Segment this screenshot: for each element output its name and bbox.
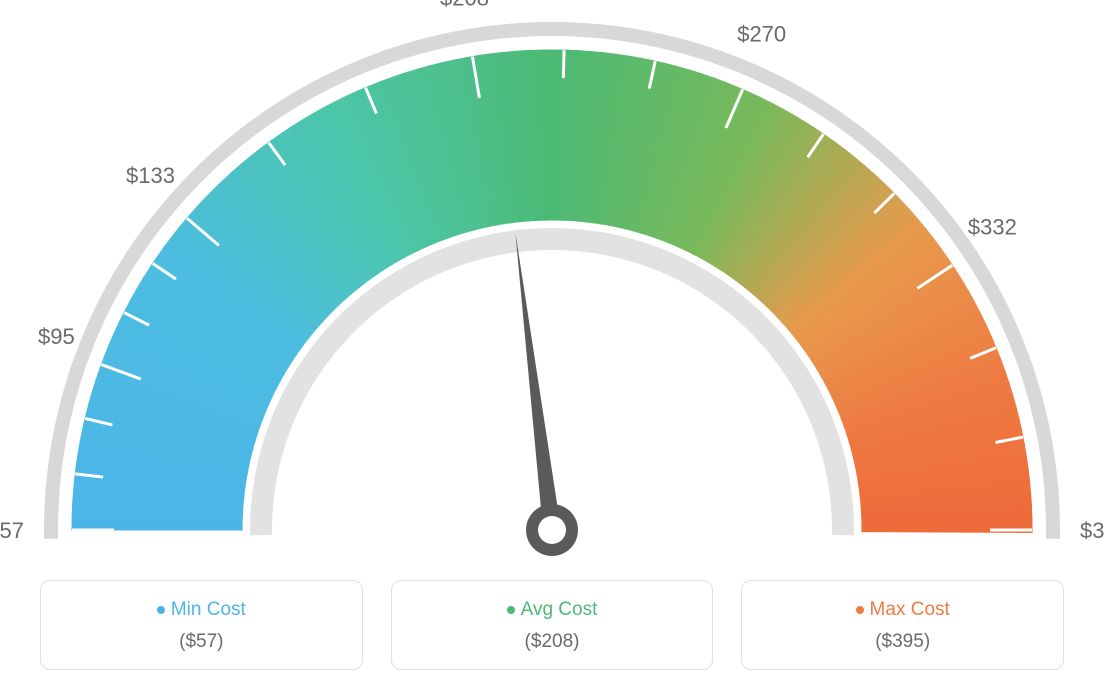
legend-dot-max [856,606,864,614]
needle-pivot-inner [538,516,566,544]
needle [515,232,561,534]
gauge-svg: $57 $95 $133 $208 $270 $332 $395 [0,0,1104,560]
tick-label: $57 [0,518,24,543]
tick-label: $133 [126,163,175,188]
minor-tick [563,50,564,78]
tick-label: $332 [968,215,1017,240]
legend-label-max: Max Cost [870,599,950,620]
legend-value-min: ($57) [41,631,362,653]
tick-label: $395 [1080,518,1104,543]
legend-dot-min [157,606,165,614]
legend-label-avg: Avg Cost [521,599,598,620]
legend-value-avg: ($208) [392,631,713,653]
tick-label: $208 [440,0,489,10]
tick-label: $95 [38,324,75,349]
legend-title-avg: Avg Cost [392,599,713,621]
legend-box-max: Max Cost ($395) [741,580,1064,670]
legend-title-max: Max Cost [742,599,1063,621]
legend-label-min: Min Cost [171,599,246,620]
legend-box-min: Min Cost ($57) [40,580,363,670]
legend-box-avg: Avg Cost ($208) [391,580,714,670]
legend-value-max: ($395) [742,631,1063,653]
gauge-chart: $57 $95 $133 $208 $270 $332 $395 [0,0,1104,560]
legend-dot-avg [507,606,515,614]
legend-row: Min Cost ($57) Avg Cost ($208) Max Cost … [0,560,1104,670]
legend-title-min: Min Cost [41,599,362,621]
tick-label: $270 [737,21,786,46]
